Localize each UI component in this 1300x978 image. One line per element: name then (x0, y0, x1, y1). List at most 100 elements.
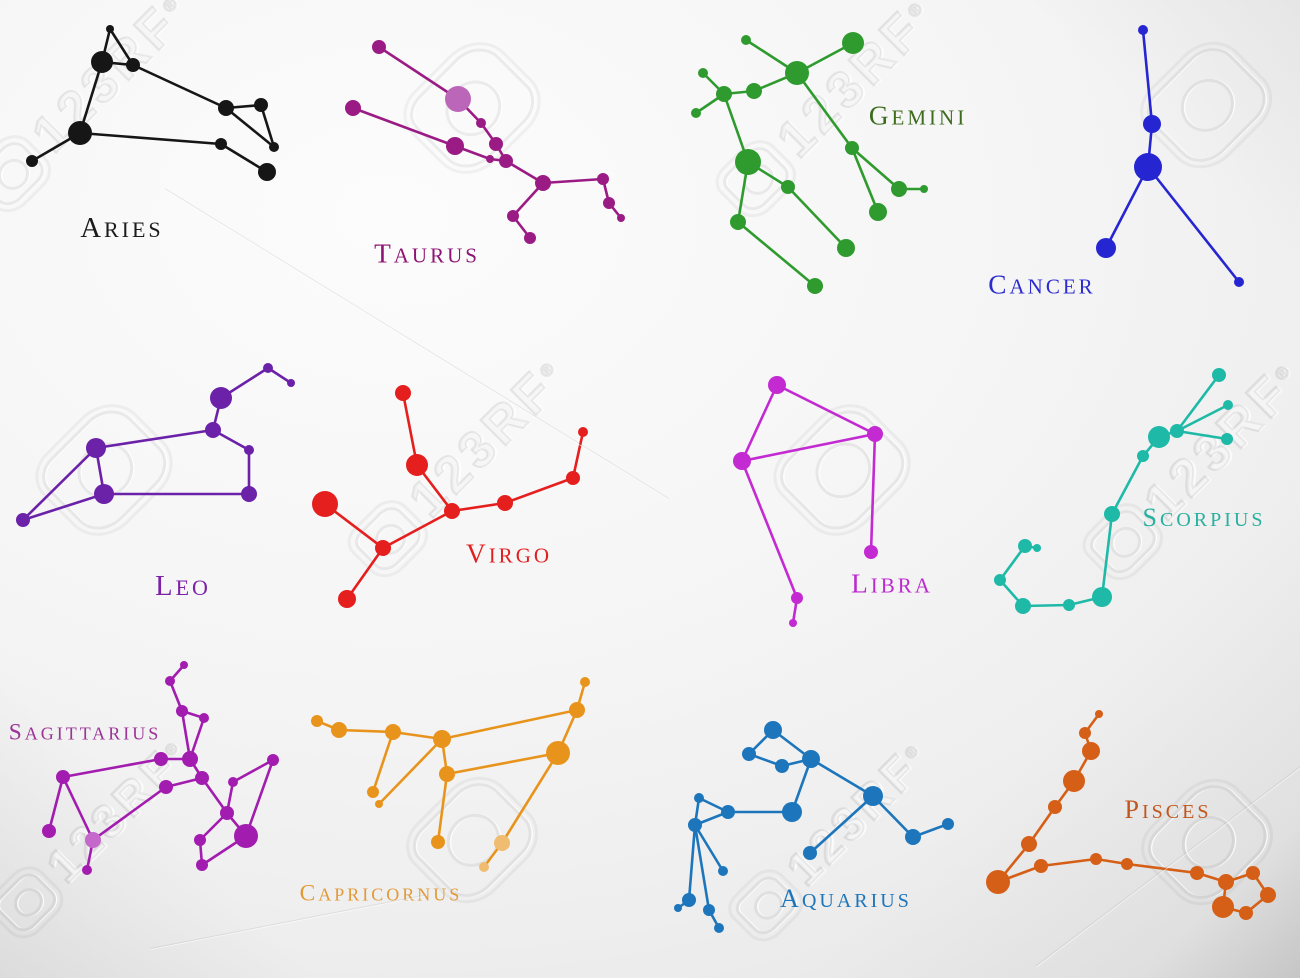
star-node (446, 137, 464, 155)
star-node (803, 846, 817, 860)
star-node (287, 379, 295, 387)
star-node (445, 86, 471, 112)
constellation-line (95, 428, 214, 450)
star-node (597, 173, 609, 185)
constellation-capricornus (311, 677, 590, 872)
star-node (1096, 238, 1116, 258)
star-node (91, 51, 113, 73)
constellation-aquarius (674, 721, 954, 933)
star-node (433, 730, 451, 748)
star-node (444, 503, 460, 519)
constellation-line (693, 824, 725, 872)
star-node (1095, 710, 1103, 718)
star-node (218, 100, 234, 116)
star-node (994, 574, 1006, 586)
constellation-line (108, 28, 135, 66)
constellation-line (687, 824, 697, 901)
star-node (691, 108, 701, 118)
star-node (802, 750, 820, 768)
star-node (920, 185, 928, 193)
star-node (106, 25, 114, 33)
constellation-line (1040, 857, 1097, 868)
constellation-line (740, 460, 799, 599)
star-node (439, 766, 455, 782)
constellation-line (441, 708, 578, 741)
constellation-line (869, 433, 877, 553)
star-node (1090, 853, 1102, 865)
star-node (688, 818, 702, 832)
star-node (1033, 544, 1041, 552)
label-gemini: GEMINI (868, 100, 968, 131)
star-node (269, 142, 279, 152)
star-node (1239, 906, 1253, 920)
star-node (1190, 866, 1204, 880)
star-node (1121, 858, 1133, 870)
label-taurus: TAURUS (374, 238, 480, 269)
constellation-libra (733, 376, 883, 627)
constellation-line (851, 147, 900, 190)
star-node (791, 592, 803, 604)
constellation-line (259, 104, 276, 148)
star-node (905, 829, 921, 845)
star-node (1018, 539, 1032, 553)
star-node (26, 155, 38, 167)
star-node (311, 715, 323, 727)
star-node (165, 676, 175, 686)
constellation-line (79, 131, 222, 146)
star-node (603, 197, 615, 209)
star-node (180, 661, 188, 669)
constellation-line (382, 509, 453, 550)
constellation-line (451, 501, 506, 513)
star-node (228, 777, 238, 787)
label-pisces: PISCES (1124, 795, 1212, 824)
constellation-line (1100, 513, 1114, 598)
star-node (867, 426, 883, 442)
constellation-line (378, 45, 459, 101)
star-node (331, 722, 347, 738)
constellation-line (338, 728, 394, 734)
constellation-line (542, 177, 604, 185)
star-node (85, 832, 101, 848)
constellation-line (446, 751, 559, 776)
constellation-line (352, 106, 456, 148)
star-node (1063, 599, 1075, 611)
star-node (703, 904, 715, 916)
constellation-line (693, 824, 711, 911)
star-node (258, 163, 276, 181)
star-node (1148, 426, 1170, 448)
star-node (781, 180, 795, 194)
star-node (196, 859, 208, 871)
star-node (730, 214, 746, 230)
constellation-line (401, 392, 419, 466)
label-virgo: VIRGO (465, 538, 553, 569)
star-node (16, 513, 30, 527)
star-node (789, 619, 797, 627)
label-libra: LIBRA (851, 568, 933, 599)
star-node (476, 118, 486, 128)
star-node (1143, 115, 1161, 133)
star-node (863, 786, 883, 806)
star-node (1134, 153, 1162, 181)
star-node (1082, 742, 1100, 760)
constellation-line (776, 383, 876, 436)
star-node (126, 58, 140, 72)
star-node (807, 278, 823, 294)
constellation-line (1146, 166, 1241, 283)
constellation-line (371, 731, 395, 793)
label-scorpius: SCORPIUS (1142, 503, 1266, 532)
star-node (1034, 859, 1048, 873)
constellation-gemini (691, 32, 928, 294)
star-node (546, 741, 570, 765)
star-node (154, 752, 168, 766)
constellation-leo (16, 363, 295, 527)
star-node (1260, 887, 1276, 903)
constellation-sagittarius (42, 661, 279, 875)
constellation-line (500, 752, 560, 844)
star-node (714, 923, 724, 933)
constellation-virgo (312, 385, 588, 608)
constellation-line (244, 759, 275, 837)
star-node (524, 232, 536, 244)
star-node (716, 86, 732, 102)
constellation-line (378, 738, 443, 805)
